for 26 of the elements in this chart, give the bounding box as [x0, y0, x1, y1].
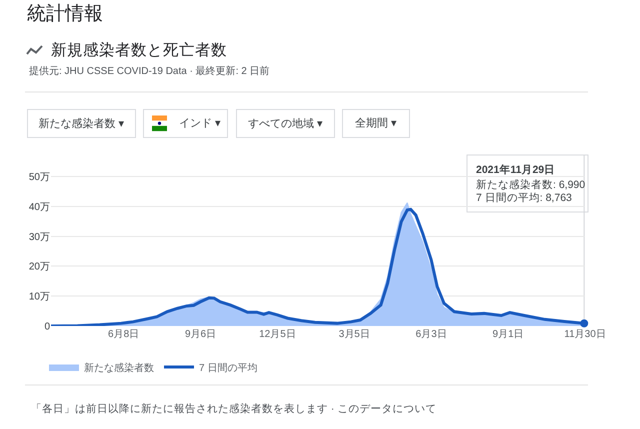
y-tick-label: 10万 — [28, 292, 50, 303]
text: インド ▾ — [178, 118, 221, 130]
annotation: 2021年11月29日 — [476, 163, 556, 176]
y-tick-label: 40万 — [28, 202, 50, 213]
x-tick-label: 6月8日 — [108, 329, 140, 340]
x-tick-label: 6月3日 — [416, 329, 447, 340]
x-tick-label: 12月5日 — [259, 329, 296, 340]
legend-label: 新たな感染者数 — [84, 362, 154, 374]
text: 新たな感染者数 ▾ — [38, 117, 125, 130]
text: 全期間 ▾ — [354, 118, 398, 130]
annotation: 新たな感染者数: 6,990 — [476, 178, 586, 191]
x-tick-label: 9月6日 — [184, 329, 216, 340]
legend-label: 7 日間の平均 — [199, 362, 258, 374]
x-tick-label: 9月1日 — [492, 329, 524, 340]
text: 「各日」は前日以降に新たに報告された感染者数を表します · このデータについて — [31, 402, 436, 415]
y-tick-label: 30万 — [28, 232, 50, 243]
annotation: 7 日間の平均: 8,763 — [476, 192, 572, 204]
chart-title: 統計情報 — [27, 4, 103, 25]
y-tick-label: 50万 — [28, 172, 50, 183]
y-tick-label: 20万 — [28, 262, 50, 273]
x-tick-label: 3月5日 — [338, 329, 370, 340]
text: すべての地域 ▾ — [248, 117, 324, 130]
y-tick-label: 0 — [44, 322, 50, 332]
chart-subtitle: 新規感染者数と死亡者数 — [51, 41, 227, 59]
x-tick-label: 11月30日 — [564, 329, 606, 340]
text: 提供元: JHU CSSE COVID-19 Data · 最終更新: 2 日前 — [29, 65, 270, 77]
